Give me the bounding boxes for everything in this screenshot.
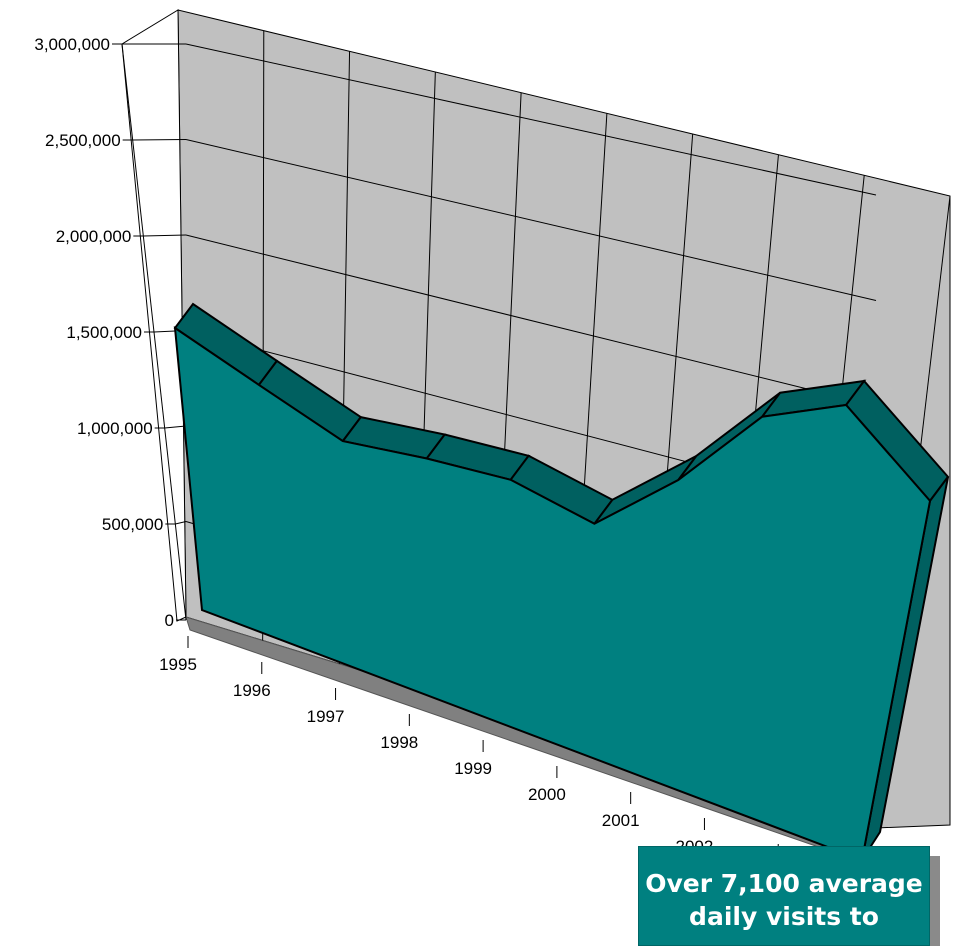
callout-line-1: Over 7,100 average [645, 869, 923, 898]
area-series [173, 302, 950, 862]
x-tick-label: 1996 [233, 681, 271, 700]
data-point-2001 [677, 478, 680, 481]
data-point-1996 [257, 383, 260, 386]
x-tick-label: 2000 [528, 785, 566, 804]
data-point-2004 [929, 499, 932, 502]
x-tick-label: 1999 [454, 759, 492, 778]
callout-line-2: daily visits to [689, 902, 879, 931]
side-gridline [164, 425, 187, 429]
callout-box: Over 7,100 average daily visits to [638, 846, 930, 946]
y-tick-label: 500,000 [102, 515, 163, 534]
data-point-2000 [593, 522, 596, 525]
y-tick-label: 1,000,000 [77, 419, 153, 438]
x-tick-label: 2001 [602, 811, 640, 830]
horizontal-gridline [185, 234, 877, 407]
y-tick-label: 0 [165, 611, 174, 630]
horizontal-gridline [185, 139, 877, 301]
horizontal-gridline [185, 43, 877, 196]
data-point-1998 [425, 457, 428, 460]
x-tick-label: 1997 [307, 707, 345, 726]
y-tick-label: 2,000,000 [56, 227, 132, 246]
data-point-2002 [761, 415, 764, 418]
side-gridline [132, 139, 187, 141]
data-point-2003 [845, 404, 848, 407]
y-tick-label: 2,500,000 [45, 131, 121, 150]
x-tick-label: 1995 [159, 655, 197, 674]
side-gridline [175, 521, 187, 525]
y-axis: 0 500,000 1,000,000 1,500,000 2,000,000 2,500… [34, 35, 187, 630]
area-front-face [173, 325, 932, 862]
y-tick-label: 3,000,000 [34, 35, 110, 54]
y-tick-label: 1,500,000 [66, 323, 142, 342]
data-point-1995 [174, 327, 177, 330]
side-gridline [143, 234, 187, 237]
x-tick-label: 1998 [380, 733, 418, 752]
data-point-1999 [509, 478, 512, 481]
data-point-1997 [341, 440, 344, 443]
